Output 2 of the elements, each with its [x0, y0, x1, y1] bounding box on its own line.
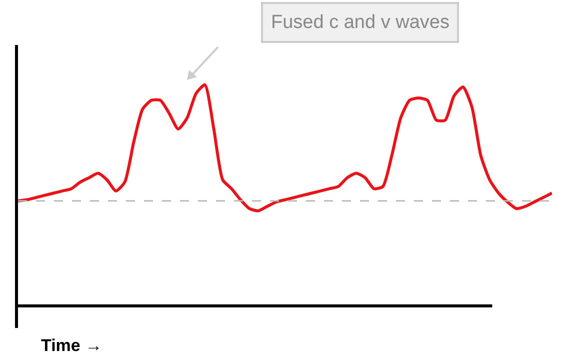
- text: Fused c and v waves: [271, 12, 450, 33]
- x-axis-title: Time →: [41, 336, 102, 355]
